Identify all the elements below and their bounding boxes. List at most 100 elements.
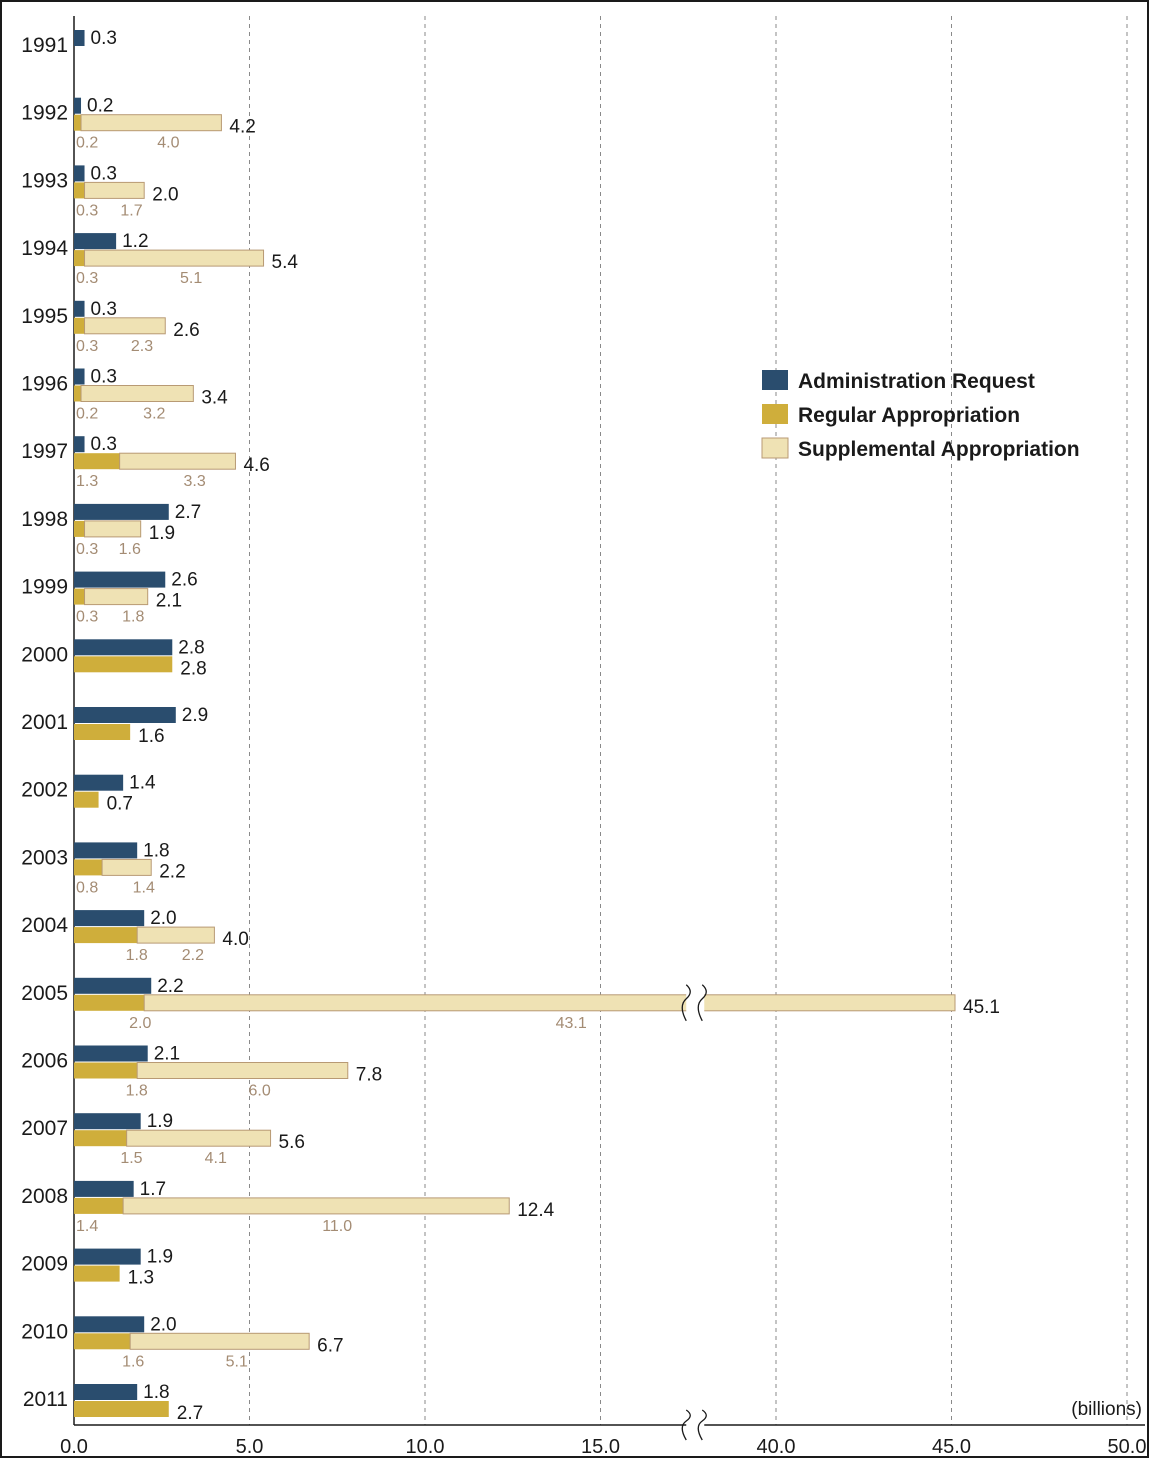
total-value-label: 1.9 xyxy=(149,523,175,544)
supplemental-segment-label: 3.3 xyxy=(184,473,206,490)
bar-supplemental-appropriation xyxy=(126,1129,272,1147)
bar-regular-appropriation xyxy=(74,1333,131,1350)
bar-axis-break-right xyxy=(697,984,707,1022)
request-value-label: 1.4 xyxy=(129,773,156,794)
bar-administration-request xyxy=(74,842,138,859)
bar-administration-request xyxy=(74,300,85,317)
legend-label: Supplemental Appropriation xyxy=(798,438,1080,461)
bar-supplemental-appropriation xyxy=(136,926,215,944)
bar-regular-appropriation xyxy=(74,588,85,605)
bar-administration-request xyxy=(74,233,117,250)
bar-administration-request xyxy=(74,30,85,46)
year-label: 1998 xyxy=(21,508,68,531)
supplemental-segment-label: 43.1 xyxy=(556,1015,587,1032)
year-label: 2002 xyxy=(21,779,68,802)
supplemental-segment-label: 11.0 xyxy=(322,1218,352,1235)
x-tick-label: 45.0 xyxy=(932,1436,971,1458)
year-label: 2007 xyxy=(21,1117,68,1140)
supplemental-segment-label: 1.6 xyxy=(119,541,141,558)
bar-supplemental-appropriation xyxy=(84,181,145,199)
bar-regular-appropriation xyxy=(74,250,85,267)
year-label: 2003 xyxy=(21,846,68,869)
supplemental-segment-label: 4.0 xyxy=(157,135,179,152)
x-tick-label: 15.0 xyxy=(581,1436,620,1458)
total-value-label: 2.2 xyxy=(159,861,185,882)
regular-segment-label: 0.3 xyxy=(76,541,98,558)
request-value-label: 0.3 xyxy=(91,434,117,455)
bar-supplemental-appropriation xyxy=(129,1332,310,1350)
request-value-label: 1.9 xyxy=(147,1111,173,1132)
bar-administration-request xyxy=(74,639,173,656)
legend-label: Regular Appropriation xyxy=(798,404,1020,427)
bar-administration-request xyxy=(74,1384,138,1400)
regular-segment-label: 1.3 xyxy=(76,473,98,490)
bar-regular-appropriation xyxy=(74,724,131,740)
bar-supplemental-appropriation xyxy=(80,385,194,402)
x-axis-break-gap xyxy=(686,1412,705,1438)
bar-supplemental-appropriation xyxy=(122,1197,510,1215)
supplemental-segment-label: 1.7 xyxy=(120,202,142,219)
supplemental-segment-label: 2.2 xyxy=(182,947,204,964)
bar-supplemental-appropriation xyxy=(143,994,956,1012)
x-tick-label: 5.0 xyxy=(236,1436,264,1458)
supplemental-segment-label: 6.0 xyxy=(248,1083,270,1100)
total-value-label: 5.6 xyxy=(279,1132,305,1153)
year-label: 1997 xyxy=(21,440,68,463)
bar-supplemental-appropriation xyxy=(84,520,142,538)
total-value-label: 45.1 xyxy=(963,997,1000,1018)
bar-regular-appropriation xyxy=(74,656,173,673)
bar-administration-request xyxy=(74,707,176,723)
regular-segment-label: 0.3 xyxy=(76,270,98,287)
supplemental-segment-label: 5.1 xyxy=(226,1353,248,1370)
request-value-label: 1.8 xyxy=(143,1382,169,1403)
unit-label: (billions) xyxy=(1071,1399,1142,1420)
request-value-label: 0.3 xyxy=(91,28,117,49)
bar-administration-request xyxy=(74,977,152,994)
bar-regular-appropriation xyxy=(74,114,82,131)
bar-supplemental-appropriation xyxy=(84,249,265,267)
total-value-label: 4.0 xyxy=(222,929,248,950)
request-value-label: 1.8 xyxy=(143,840,169,861)
bar-administration-request xyxy=(74,503,169,520)
bar-administration-request xyxy=(74,436,85,453)
total-value-label: 0.7 xyxy=(107,794,133,815)
request-value-label: 2.6 xyxy=(171,570,197,591)
total-value-label: 3.4 xyxy=(201,388,228,409)
year-label: 1994 xyxy=(21,237,68,260)
bar-supplemental-appropriation xyxy=(80,114,222,132)
request-value-label: 0.2 xyxy=(87,96,113,117)
x-tick-label: 0.0 xyxy=(60,1436,88,1458)
bar-regular-appropriation xyxy=(74,791,99,808)
request-value-label: 1.9 xyxy=(147,1247,173,1268)
regular-segment-label: 0.3 xyxy=(76,609,98,626)
bar-administration-request xyxy=(74,165,85,182)
request-value-label: 2.8 xyxy=(178,637,204,658)
supplemental-segment-label: 4.1 xyxy=(205,1150,227,1167)
request-value-label: 2.0 xyxy=(150,908,176,929)
x-tick-label: 40.0 xyxy=(757,1436,796,1458)
request-value-label: 1.7 xyxy=(140,1179,166,1200)
request-value-label: 2.9 xyxy=(182,705,208,726)
year-label: 1999 xyxy=(21,576,68,599)
year-label: 2009 xyxy=(21,1253,68,1276)
bar-administration-request xyxy=(74,1180,134,1197)
regular-segment-label: 1.6 xyxy=(122,1353,144,1370)
request-value-label: 0.3 xyxy=(91,299,117,320)
total-value-label: 7.8 xyxy=(356,1065,382,1086)
bar-administration-request xyxy=(74,571,166,588)
total-value-label: 2.8 xyxy=(180,658,206,679)
legend-swatch xyxy=(762,404,788,424)
x-tick-label: 10.0 xyxy=(406,1436,445,1458)
bar-regular-appropriation xyxy=(74,453,120,470)
bar-administration-request xyxy=(74,1113,141,1130)
total-value-label: 4.2 xyxy=(229,117,255,138)
request-value-label: 2.0 xyxy=(150,1314,176,1335)
bar-regular-appropriation xyxy=(74,927,138,944)
year-label: 1996 xyxy=(21,373,68,396)
total-value-label: 2.1 xyxy=(156,591,182,612)
total-value-label: 2.0 xyxy=(152,184,178,205)
bar-supplemental-appropriation xyxy=(136,1062,349,1079)
year-label: 2011 xyxy=(23,1388,68,1411)
supplemental-segment-label: 3.2 xyxy=(143,406,165,423)
regular-segment-label: 1.8 xyxy=(126,1083,148,1100)
